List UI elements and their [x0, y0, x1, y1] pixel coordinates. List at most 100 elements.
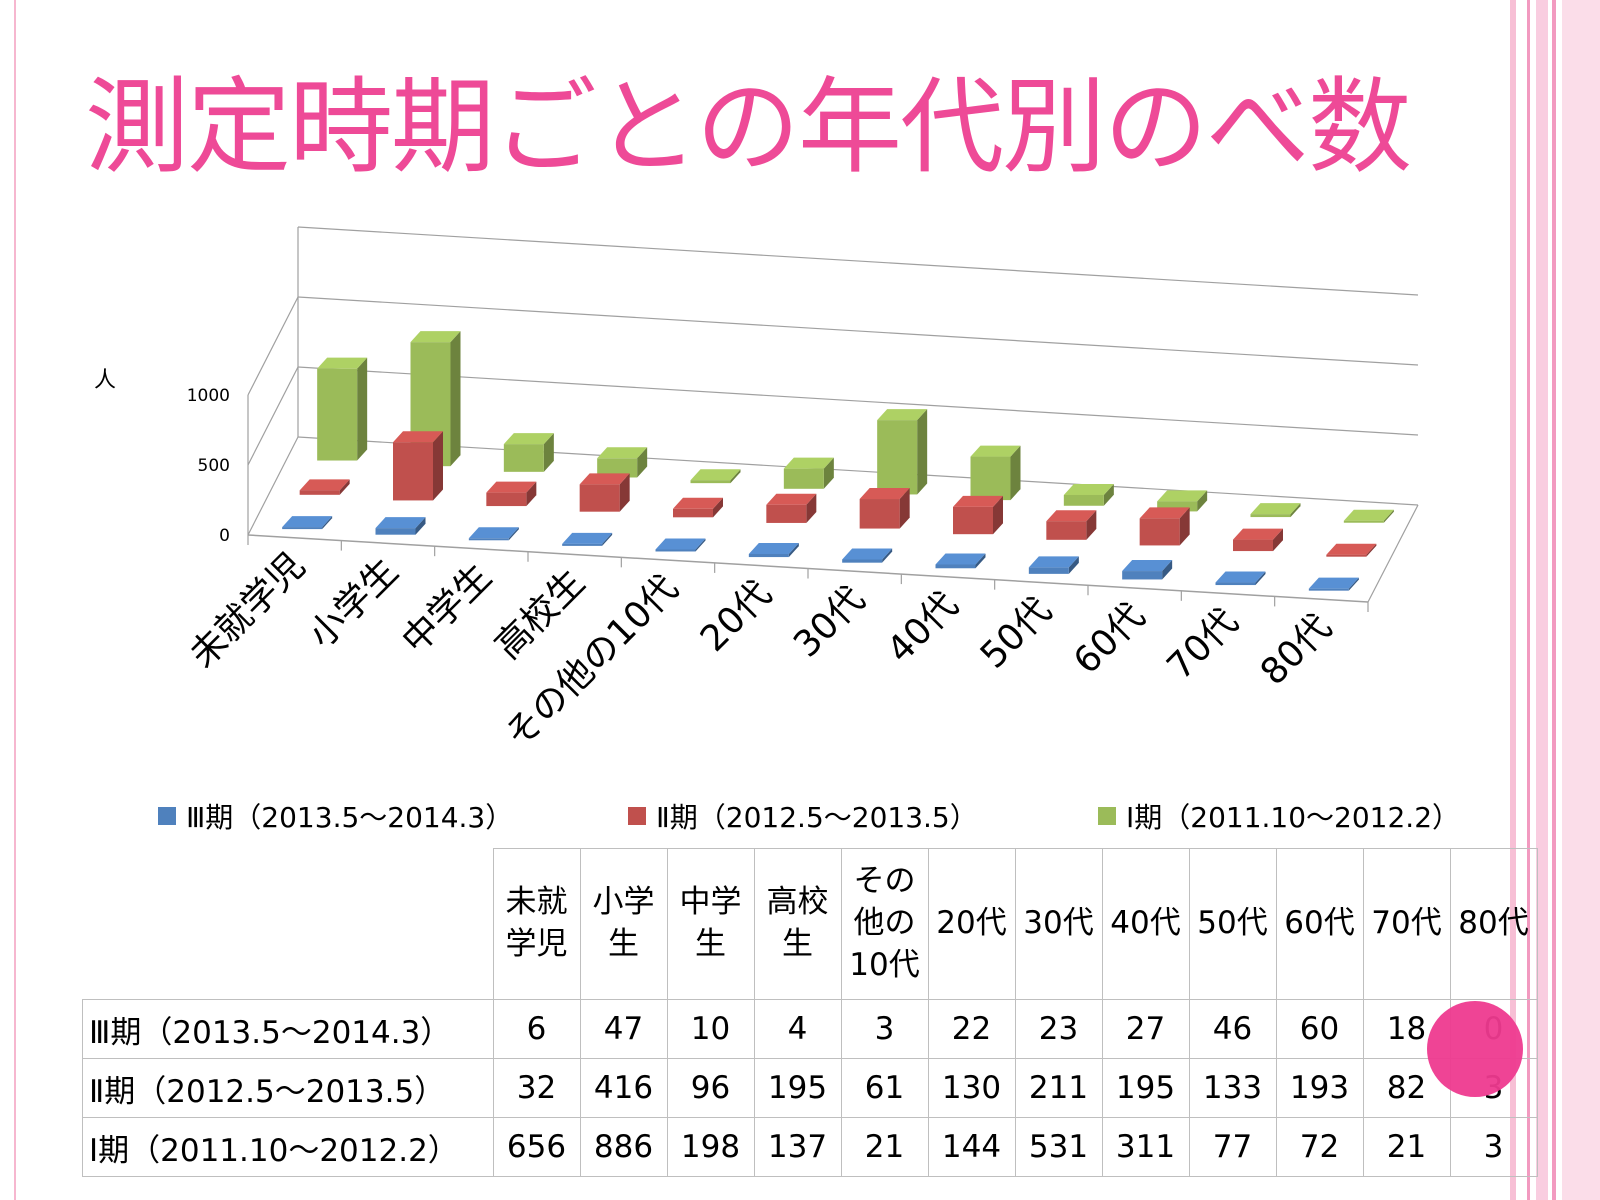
- bar-top: [1343, 509, 1394, 521]
- bar: [597, 458, 638, 478]
- bar-top: [486, 481, 537, 493]
- table-header-cell: 70代: [1362, 848, 1451, 1000]
- legend-item-series-2: Ⅱ期（2012.5～2013.5）: [628, 796, 978, 836]
- table-cell: 18: [1362, 999, 1451, 1059]
- bar: [859, 499, 900, 529]
- bar-top: [597, 447, 648, 459]
- table-cell: 195: [1101, 1058, 1190, 1118]
- chart-legend: Ⅲ期（2013.5～2014.3） Ⅱ期（2012.5～2013.5） Ⅰ期（2…: [0, 796, 1600, 834]
- bar-top: [655, 538, 706, 550]
- table-cell: 195: [753, 1058, 842, 1118]
- bar-side: [1273, 528, 1283, 552]
- table-header-cell: 40代: [1101, 848, 1190, 1000]
- table-header-cell: 小学 生: [579, 848, 668, 1000]
- back-wall-top: [297, 226, 1419, 296]
- legend-swatch: [1098, 807, 1116, 825]
- bar-side: [415, 517, 426, 535]
- bar-side: [602, 532, 613, 546]
- bar-side: [1162, 560, 1173, 580]
- bar-top: [1233, 528, 1283, 540]
- table-cell: 416: [579, 1058, 668, 1118]
- gridline: [247, 366, 299, 466]
- bar: [1233, 539, 1273, 552]
- bar-side: [1010, 445, 1021, 501]
- table-header-cell: 高校 生: [753, 848, 842, 1000]
- bar-top: [935, 553, 986, 565]
- bar: [766, 504, 807, 523]
- table-row: Ⅱ期（2012.5～2013.5） 32 416 96 195 61 130 2…: [82, 1058, 1538, 1118]
- table-cell: 3: [1449, 1117, 1538, 1177]
- bar-top: [1308, 577, 1359, 589]
- bar: [953, 506, 993, 535]
- y-tick-label: 1000: [187, 386, 230, 406]
- table-cell: 61: [840, 1058, 929, 1118]
- table-cell: 531: [1014, 1117, 1103, 1177]
- bar: [1157, 501, 1198, 512]
- table-cell: 72: [1275, 1117, 1364, 1177]
- bar: [282, 527, 323, 530]
- bar-top: [783, 457, 834, 469]
- bar: [299, 490, 340, 495]
- bar-top: [1139, 507, 1190, 519]
- x-category-label: 60代: [1066, 595, 1153, 682]
- table-cell: 211: [1014, 1058, 1103, 1118]
- bar: [468, 538, 509, 541]
- right-stripe-1: [1510, 0, 1516, 1200]
- bar: [1326, 554, 1367, 557]
- table-cell: 137: [753, 1117, 842, 1177]
- table-header-cell: 50代: [1188, 848, 1277, 1000]
- bar: [1250, 514, 1291, 518]
- y-tick-label: 0: [219, 526, 230, 546]
- bar-top: [690, 469, 741, 481]
- bar-side: [508, 527, 519, 541]
- table-cell: 77: [1188, 1117, 1277, 1177]
- bar: [748, 553, 789, 558]
- table-cell: 46: [1188, 999, 1277, 1059]
- bar: [842, 559, 883, 563]
- bar-top: [748, 542, 799, 554]
- x-category-label: 80代: [1253, 607, 1340, 694]
- x-category-label: 50代: [973, 590, 1060, 677]
- table-header-cell: その 他の 10代: [840, 848, 929, 1000]
- bar-side: [695, 538, 706, 552]
- table-cell: 96: [666, 1058, 755, 1118]
- bar: [503, 444, 544, 472]
- bar: [1139, 518, 1180, 546]
- table-cell: 47: [579, 999, 668, 1059]
- table-cell: 3: [1449, 1058, 1538, 1118]
- bar-top: [766, 493, 817, 505]
- table-cell: 10: [666, 999, 755, 1059]
- bar-top: [1157, 490, 1208, 502]
- table-header-cell: 20代: [927, 848, 1016, 1000]
- bar-top: [375, 517, 426, 529]
- table-cell: 133: [1188, 1058, 1277, 1118]
- bar-side: [1290, 503, 1301, 518]
- table-row-label: Ⅱ期（2012.5～2013.5）: [82, 1058, 494, 1118]
- legend-swatch: [158, 807, 176, 825]
- bar: [783, 468, 824, 489]
- legend-item-series-3: Ⅲ期（2013.5～2014.3）: [158, 796, 513, 836]
- bar: [690, 480, 731, 484]
- bar: [655, 549, 696, 552]
- table-cell: 311: [1101, 1117, 1190, 1177]
- bar-side: [730, 469, 741, 484]
- bar-side: [357, 357, 368, 461]
- bar-side: [713, 497, 723, 518]
- right-stripe-4: [1552, 0, 1556, 1200]
- bar-side: [1255, 571, 1266, 586]
- bar-side: [1068, 556, 1079, 574]
- x-category-label: その他の10代: [498, 567, 687, 756]
- bar: [393, 442, 433, 501]
- gridline: [297, 366, 1419, 436]
- bar-side: [322, 516, 333, 530]
- x-category-label: 小学生: [301, 551, 406, 656]
- table-cell: 0: [1449, 999, 1538, 1059]
- bar-side: [975, 553, 986, 569]
- gridline: [297, 296, 1419, 366]
- table-cell: 198: [666, 1117, 755, 1177]
- bar-side: [1179, 507, 1190, 546]
- bar-top: [673, 497, 723, 509]
- bar-top: [410, 331, 461, 343]
- bar-top: [1122, 560, 1173, 572]
- right-stripe-3: [1536, 0, 1548, 1200]
